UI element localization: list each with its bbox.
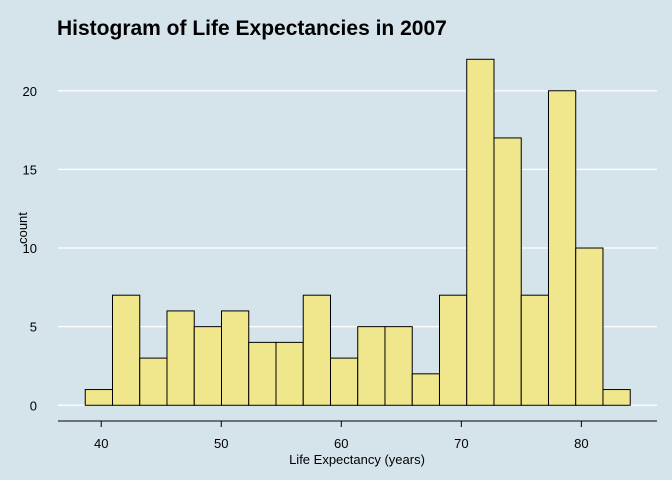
y-axis-ticks: 0 5 10 15 20 [23, 84, 37, 414]
x-tick-label-60: 60 [334, 436, 348, 451]
histogram-bar-6 [220, 310, 250, 406]
histogram-bar-19 [575, 247, 604, 406]
y-axis-label: count [15, 212, 30, 244]
y-tick-label-10: 10 [23, 241, 37, 256]
x-tick-label-70: 70 [454, 436, 468, 451]
y-tick-label-15: 15 [23, 162, 37, 177]
y-tick-label-20: 20 [23, 84, 37, 99]
histogram-bar-1 [84, 389, 113, 406]
histogram-bar-14 [438, 294, 468, 406]
histogram-bar-12 [384, 326, 413, 406]
histogram-bar-17 [520, 294, 549, 406]
histogram-bar-11 [357, 326, 386, 406]
y-tick-label-0: 0 [30, 398, 37, 413]
x-axis-label: Life Expectancy (years) [289, 452, 425, 467]
histogram-bar-10 [329, 357, 359, 406]
histogram-bar-20 [602, 389, 631, 406]
x-axis-ticks: 40 50 60 70 80 [94, 421, 589, 451]
histogram-bar-8 [275, 341, 304, 406]
y-tick-label-5: 5 [30, 320, 37, 335]
histogram-bar-3 [139, 357, 168, 406]
bars [84, 58, 631, 406]
histogram-bar-13 [411, 373, 440, 406]
x-tick-label-80: 80 [574, 436, 588, 451]
x-tick-label-40: 40 [94, 436, 108, 451]
x-tick-label-50: 50 [214, 436, 228, 451]
histogram-bar-5 [193, 326, 222, 406]
chart-title: Histogram of Life Expectancies in 2007 [57, 17, 447, 40]
histogram-bar-7 [248, 341, 277, 406]
histogram-bar-2 [111, 294, 141, 406]
histogram-bar-9 [302, 294, 331, 406]
histogram-bar-16 [493, 137, 522, 406]
histogram-bar-4 [166, 310, 195, 406]
histogram-bar-15 [466, 58, 495, 406]
histogram-bar-18 [547, 90, 577, 406]
